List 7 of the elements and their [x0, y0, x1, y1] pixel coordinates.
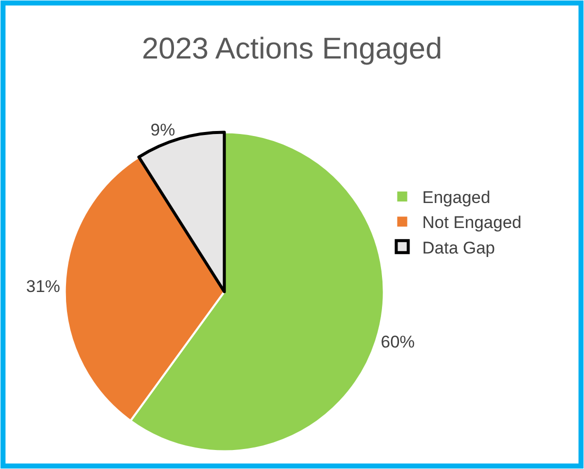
legend-label: Engaged	[422, 188, 490, 208]
chart-title: 2023 Actions Engaged	[142, 32, 442, 66]
data-label: 31%	[26, 277, 60, 296]
data-label: 9%	[150, 120, 176, 140]
legend-label: Not Engaged	[422, 213, 522, 232]
data-label: 60%	[380, 332, 415, 352]
legend-label: Data Gap	[422, 238, 496, 258]
